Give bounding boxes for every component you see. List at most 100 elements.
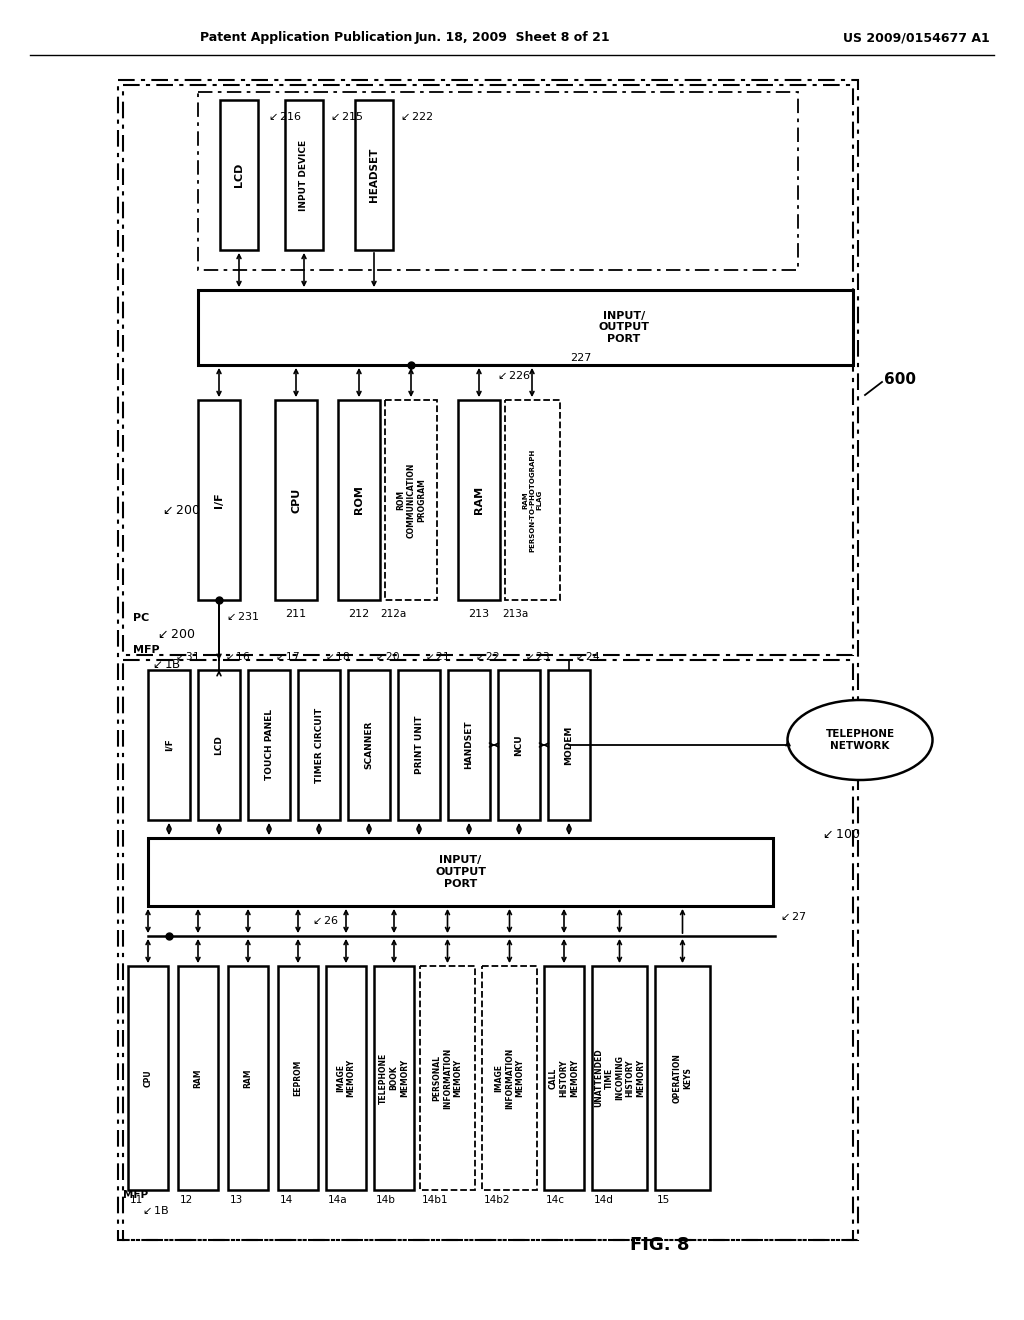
Text: $\swarrow$27: $\swarrow$27 bbox=[778, 909, 807, 921]
Text: $\swarrow$21: $\swarrow$21 bbox=[423, 649, 450, 663]
Bar bbox=[449, 671, 490, 820]
Bar bbox=[198, 92, 798, 271]
Text: NCU: NCU bbox=[514, 734, 523, 756]
Bar bbox=[348, 671, 390, 820]
Text: TELEPHONE
NETWORK: TELEPHONE NETWORK bbox=[825, 729, 895, 751]
Text: SCANNER: SCANNER bbox=[365, 721, 374, 770]
Text: HANDSET: HANDSET bbox=[465, 721, 473, 770]
Bar bbox=[178, 966, 218, 1191]
Bar bbox=[420, 966, 475, 1191]
Text: 14b2: 14b2 bbox=[484, 1195, 511, 1205]
Bar bbox=[285, 100, 323, 249]
Text: ROM: ROM bbox=[354, 486, 364, 515]
Bar bbox=[385, 400, 437, 601]
Text: RAM: RAM bbox=[244, 1068, 253, 1088]
Text: $\swarrow$16: $\swarrow$16 bbox=[223, 649, 250, 663]
Text: OPERATION
KEYS: OPERATION KEYS bbox=[673, 1053, 692, 1104]
Text: $\swarrow$216: $\swarrow$216 bbox=[266, 110, 302, 121]
Text: 14: 14 bbox=[280, 1195, 293, 1205]
Text: Patent Application Publication: Patent Application Publication bbox=[200, 32, 413, 45]
Text: $\swarrow$24: $\swarrow$24 bbox=[573, 649, 600, 663]
Text: $\swarrow$200: $\swarrow$200 bbox=[155, 628, 196, 642]
Text: 211: 211 bbox=[286, 609, 306, 619]
Bar bbox=[275, 400, 317, 601]
Text: RAM: RAM bbox=[474, 486, 484, 513]
Text: 212a: 212a bbox=[380, 609, 407, 619]
Text: 213: 213 bbox=[468, 609, 489, 619]
Text: INPUT/
OUTPUT
PORT: INPUT/ OUTPUT PORT bbox=[435, 855, 486, 888]
Text: PRINT UNIT: PRINT UNIT bbox=[415, 715, 424, 775]
Bar bbox=[198, 671, 240, 820]
Text: LCD: LCD bbox=[214, 735, 223, 755]
Text: 14d: 14d bbox=[594, 1195, 613, 1205]
Bar bbox=[655, 966, 710, 1191]
Text: IMAGE
MEMORY: IMAGE MEMORY bbox=[336, 1059, 355, 1097]
Bar bbox=[592, 966, 647, 1191]
Text: TIMER CIRCUIT: TIMER CIRCUIT bbox=[314, 708, 324, 783]
Text: MFP: MFP bbox=[123, 1191, 148, 1200]
Text: LCD: LCD bbox=[234, 162, 244, 187]
Text: 600: 600 bbox=[884, 372, 916, 388]
Bar bbox=[148, 838, 773, 906]
Bar bbox=[505, 400, 560, 601]
Text: TOUCH PANEL: TOUCH PANEL bbox=[264, 710, 273, 780]
Text: $\swarrow$1B: $\swarrow$1B bbox=[150, 659, 181, 672]
Text: $\swarrow$20: $\swarrow$20 bbox=[373, 649, 400, 663]
Text: $\swarrow$100: $\swarrow$100 bbox=[820, 829, 860, 842]
Bar bbox=[398, 671, 440, 820]
Text: RAM: RAM bbox=[194, 1068, 203, 1088]
Text: TELEPHONE
BOOK
MEMORY: TELEPHONE BOOK MEMORY bbox=[379, 1052, 409, 1104]
Bar bbox=[198, 290, 853, 366]
Ellipse shape bbox=[787, 700, 933, 780]
Bar bbox=[548, 671, 590, 820]
Text: 12: 12 bbox=[180, 1195, 194, 1205]
Text: 227: 227 bbox=[570, 352, 592, 363]
Text: MFP: MFP bbox=[133, 645, 160, 655]
Bar bbox=[374, 966, 414, 1191]
Bar bbox=[458, 400, 500, 601]
Bar bbox=[198, 400, 240, 601]
Bar bbox=[298, 671, 340, 820]
Bar bbox=[248, 671, 290, 820]
Text: US 2009/0154677 A1: US 2009/0154677 A1 bbox=[843, 32, 990, 45]
Text: $\swarrow$17: $\swarrow$17 bbox=[273, 649, 300, 663]
Text: $\swarrow$23: $\swarrow$23 bbox=[523, 649, 550, 663]
Text: EEPROM: EEPROM bbox=[294, 1060, 302, 1096]
Text: INPUT/
OUTPUT
PORT: INPUT/ OUTPUT PORT bbox=[598, 312, 649, 345]
Text: HEADSET: HEADSET bbox=[369, 148, 379, 202]
Text: 14b1: 14b1 bbox=[422, 1195, 449, 1205]
Text: Jun. 18, 2009  Sheet 8 of 21: Jun. 18, 2009 Sheet 8 of 21 bbox=[414, 32, 610, 45]
Text: $\swarrow$226: $\swarrow$226 bbox=[495, 370, 531, 381]
Text: 14c: 14c bbox=[546, 1195, 565, 1205]
Text: $\swarrow$26: $\swarrow$26 bbox=[310, 913, 339, 927]
Text: FIG. 8: FIG. 8 bbox=[630, 1236, 690, 1254]
Bar bbox=[278, 966, 318, 1191]
Bar bbox=[338, 400, 380, 601]
Text: CPU: CPU bbox=[143, 1069, 153, 1086]
Bar bbox=[326, 966, 366, 1191]
Bar bbox=[482, 966, 537, 1191]
Bar bbox=[148, 671, 190, 820]
Text: PERSONAL
INFORMATION
MEMORY: PERSONAL INFORMATION MEMORY bbox=[432, 1047, 463, 1109]
Text: $\swarrow$22: $\swarrow$22 bbox=[473, 649, 500, 663]
Text: 212: 212 bbox=[348, 609, 370, 619]
Text: CPU: CPU bbox=[291, 487, 301, 512]
Text: $\swarrow$222: $\swarrow$222 bbox=[398, 110, 434, 121]
Text: $\swarrow$31: $\swarrow$31 bbox=[173, 649, 200, 663]
Text: INPUT DEVICE: INPUT DEVICE bbox=[299, 140, 308, 211]
Bar bbox=[220, 100, 258, 249]
Bar bbox=[544, 966, 584, 1191]
Text: $\swarrow$200: $\swarrow$200 bbox=[160, 503, 201, 516]
Text: 213a: 213a bbox=[502, 609, 528, 619]
Bar bbox=[123, 660, 853, 1239]
Text: 13: 13 bbox=[230, 1195, 244, 1205]
Text: $\swarrow$231: $\swarrow$231 bbox=[224, 610, 260, 622]
Bar bbox=[228, 966, 268, 1191]
Text: I/F: I/F bbox=[165, 739, 173, 751]
Text: $\swarrow$18: $\swarrow$18 bbox=[323, 649, 350, 663]
Bar bbox=[355, 100, 393, 249]
Text: $\swarrow$215: $\swarrow$215 bbox=[328, 110, 364, 121]
Text: 14b: 14b bbox=[376, 1195, 396, 1205]
Bar bbox=[498, 671, 540, 820]
Text: UNATTENDED
TIME
INCOMING
HISTORY
MEMORY: UNATTENDED TIME INCOMING HISTORY MEMORY bbox=[594, 1048, 645, 1107]
